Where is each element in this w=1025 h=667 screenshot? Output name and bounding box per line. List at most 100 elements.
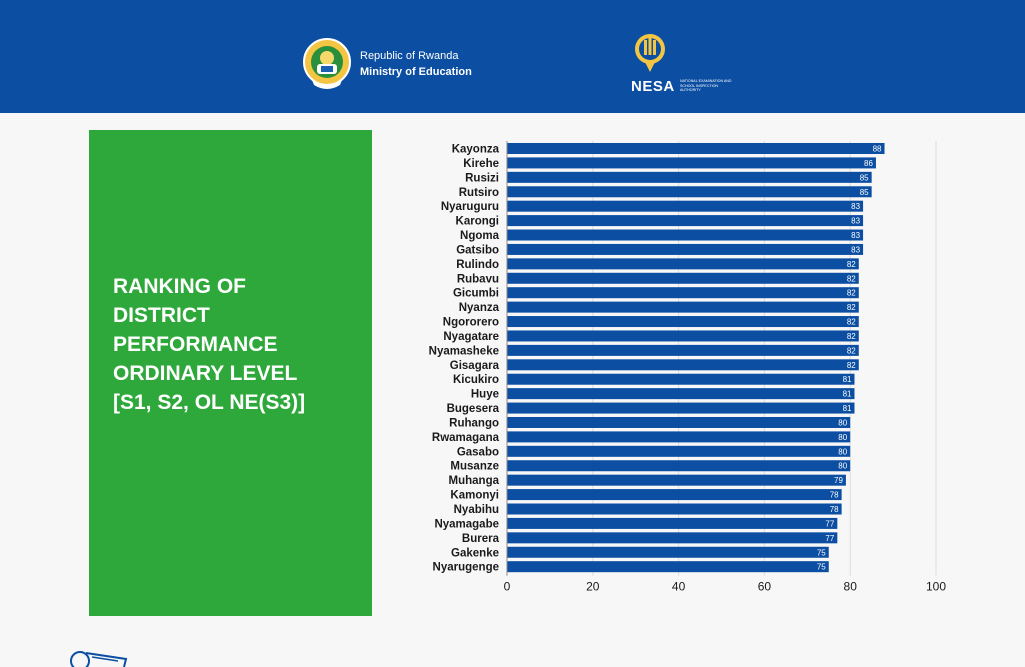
category-label: Karongi (456, 216, 499, 228)
nesa-name: NESA (631, 78, 675, 95)
bar (507, 532, 838, 544)
x-tick-label: 40 (672, 580, 686, 594)
bar (507, 546, 829, 558)
bar (507, 287, 859, 299)
category-label: Kirehe (463, 158, 499, 170)
bar (507, 229, 864, 241)
panel-title-line: PERFORMANCE (113, 333, 278, 356)
district-ranking-chart: Kayonza 88 Kirehe 86 Rusizi 85 Rutsiro 85 Nyarug… (429, 141, 946, 594)
data-label: 82 (847, 361, 856, 370)
nesa-logo (628, 32, 672, 76)
category-label: Muhanga (449, 475, 500, 487)
panel-title-line: ORDINARY LEVEL (113, 362, 298, 385)
x-tick-label: 80 (844, 580, 858, 594)
category-label: Nyabihu (454, 504, 499, 516)
category-label: Nyarugenge (433, 562, 499, 574)
category-label: Rwamagana (432, 432, 500, 444)
bar (507, 503, 842, 515)
data-label: 82 (847, 260, 856, 269)
bar (507, 143, 885, 154)
category-label: Nyaruguru (441, 201, 499, 213)
x-tick-label: 100 (926, 580, 946, 594)
category-label: Gasabo (457, 446, 499, 458)
data-label: 83 (851, 245, 860, 254)
category-label: Gicumbi (453, 288, 499, 300)
title-panel (89, 130, 372, 616)
bar (507, 388, 855, 400)
category-label: Kayonza (452, 144, 500, 156)
x-tick-label: 20 (586, 580, 600, 594)
data-label: 82 (847, 303, 856, 312)
data-label: 81 (843, 404, 852, 413)
data-label: 82 (847, 289, 856, 298)
ministry-title: Republic of Rwanda Ministry of Education (360, 48, 472, 80)
bar (507, 416, 851, 428)
category-label: Huye (471, 389, 499, 401)
bar (507, 561, 829, 573)
data-label: 78 (830, 505, 839, 514)
data-label: 85 (860, 173, 869, 182)
data-label: 77 (825, 534, 834, 543)
bar (507, 272, 859, 284)
category-label: Musanze (450, 461, 499, 473)
category-label: Nyanza (459, 302, 500, 314)
bar (507, 402, 855, 414)
category-label: Gakenke (451, 547, 499, 559)
category-label: Ngororero (443, 317, 499, 329)
category-label: Nyagatare (443, 331, 499, 343)
bar (507, 344, 859, 356)
data-label: 83 (851, 217, 860, 226)
category-label: Rubavu (457, 273, 499, 285)
bar (507, 186, 872, 198)
data-label: 83 (851, 202, 860, 211)
data-label: 82 (847, 274, 856, 283)
panel-title-line: [S1, S2, OL NE(S3)] (113, 391, 306, 414)
bar (507, 431, 851, 443)
data-label: 75 (817, 563, 826, 572)
bar (507, 171, 872, 183)
data-label: 82 (847, 346, 856, 355)
ministry-line1: Republic of Rwanda (360, 50, 459, 62)
bar (507, 517, 838, 529)
data-label: 78 (830, 491, 839, 500)
bar (507, 359, 859, 371)
panel-title-line: RANKING OF (113, 275, 246, 298)
x-tick-label: 60 (758, 580, 772, 594)
category-label: Ruhango (449, 417, 499, 429)
data-label: 81 (843, 375, 852, 384)
category-label: Rusizi (465, 172, 499, 184)
bar (507, 258, 859, 270)
data-label: 80 (838, 418, 847, 427)
bar (507, 373, 855, 385)
data-label: 85 (860, 188, 869, 197)
category-label: Rulindo (456, 259, 499, 271)
category-label: Gisagara (450, 360, 500, 372)
bar (507, 489, 842, 501)
nesa-torch-logo-icon (635, 34, 665, 72)
data-label: 81 (843, 390, 852, 399)
category-label: Nyamagabe (434, 518, 499, 530)
category-label: Burera (462, 533, 500, 545)
bar (507, 460, 851, 472)
data-label: 86 (864, 159, 873, 168)
data-label: 79 (834, 476, 843, 485)
nesa-subtitle: NATIONAL EXAMINATION AND SCHOOL INSPECTI… (680, 79, 732, 92)
bar (507, 316, 859, 328)
document-icon (70, 651, 128, 667)
data-label: 88 (873, 145, 882, 154)
ministry-line2: Ministry of Education (360, 66, 472, 78)
bar (507, 301, 859, 313)
data-label: 77 (825, 519, 834, 528)
bar (507, 445, 851, 457)
data-label: 80 (838, 447, 847, 456)
data-label: 80 (838, 433, 847, 442)
bar (507, 215, 864, 227)
category-label: Nyamasheke (429, 345, 499, 357)
category-label: Rutsiro (459, 187, 499, 199)
bar (507, 157, 876, 169)
category-label: Kicukiro (453, 374, 499, 386)
data-label: 75 (817, 548, 826, 557)
data-label: 80 (838, 462, 847, 471)
category-label: Bugesera (447, 403, 500, 415)
bar (507, 474, 846, 486)
